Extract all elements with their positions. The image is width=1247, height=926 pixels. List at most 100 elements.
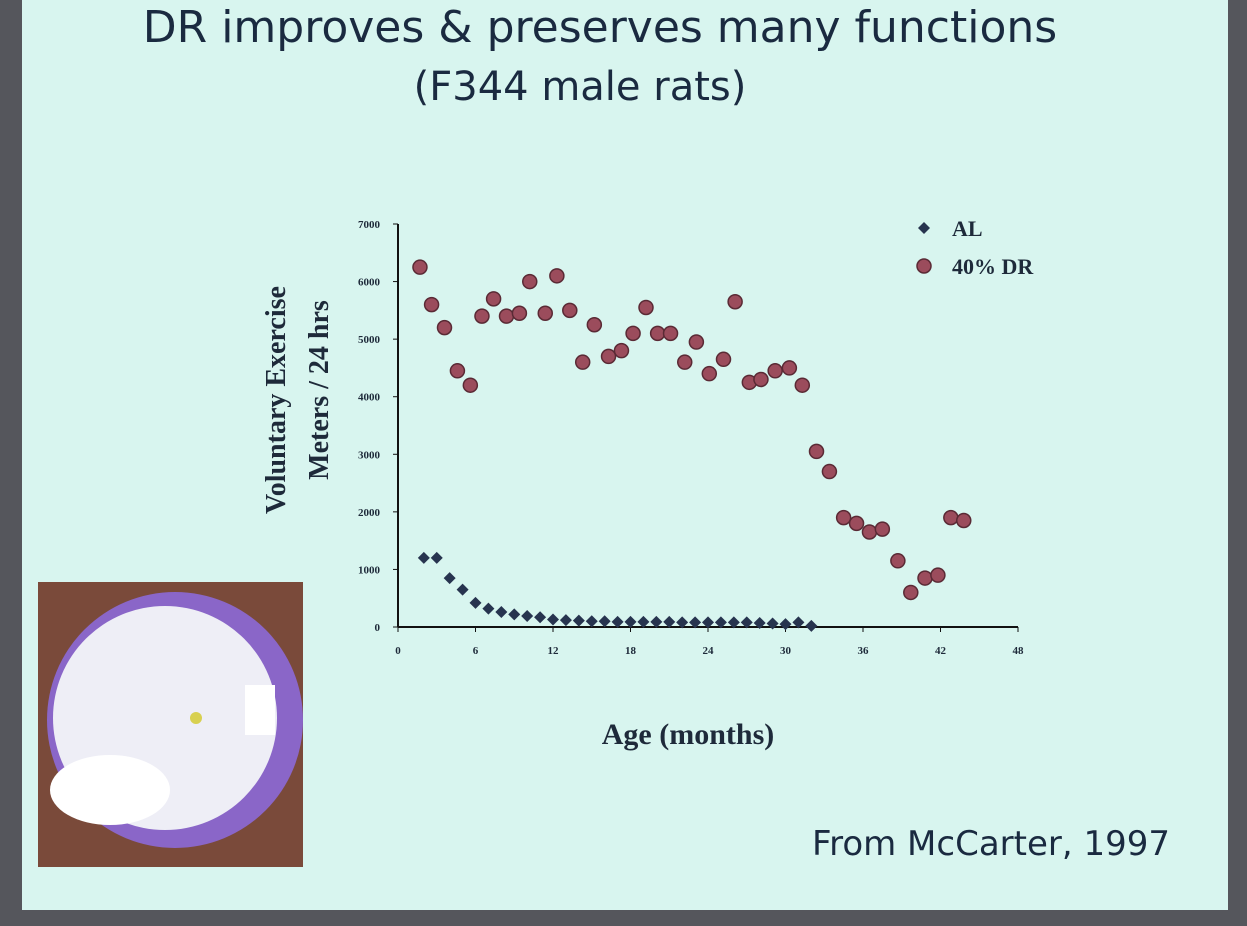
point [930,567,946,583]
point [474,308,490,324]
point [495,606,508,619]
y-tick-label: 1000 [358,564,381,576]
point [727,293,743,310]
point [715,351,732,368]
point [662,325,679,342]
legend-marker [918,222,930,234]
x-axis-label: Age (months) [602,718,775,751]
point [498,308,515,324]
x-tick-label: 48 [1013,645,1025,657]
point [436,319,453,336]
point [521,610,534,623]
point [637,615,650,628]
rat [50,755,170,825]
y-tick-label: 4000 [358,392,381,404]
x-tick-label: 30 [780,645,792,657]
point [808,443,825,460]
wheel-photo [38,582,303,867]
y-tick-label: 7000 [358,219,381,231]
point [890,553,906,569]
point [469,596,482,609]
point [753,616,766,629]
point [649,325,666,342]
plot: 0 1000 2000 3000 4000 5000 6000 7000 0 6 12 18 24 30 3… [358,216,1034,657]
point [585,615,598,628]
point [600,348,617,365]
wheel-hub [190,712,202,724]
point [443,572,456,585]
point [740,616,753,629]
point [663,615,676,628]
point [625,325,641,342]
point [848,515,865,532]
point [534,611,547,624]
point [562,302,578,319]
point [482,602,495,615]
point [714,616,727,629]
point [689,616,702,629]
point [522,273,538,290]
x-tick-label: 36 [858,645,870,657]
point [549,268,565,284]
x-tick-label: 18 [625,645,637,657]
point [956,512,972,529]
point [423,296,440,313]
point [412,259,428,275]
point [572,614,585,627]
point [508,608,521,621]
point [456,583,469,596]
point [547,613,559,626]
point [650,615,663,628]
point [792,616,805,629]
x-tick-label: 24 [703,645,715,657]
point [462,377,479,393]
point [794,377,811,393]
point [611,615,624,628]
point [537,305,553,321]
legend-label: 40% DR [952,254,1034,279]
point [805,619,818,632]
point [676,616,689,629]
point [638,299,654,316]
point [727,616,740,629]
point [835,509,852,526]
point [821,463,838,480]
point [624,615,637,628]
point [559,614,572,627]
y-tick-label: 6000 [358,277,381,289]
point [688,334,705,350]
point [874,521,891,537]
point [598,615,611,628]
point [753,371,769,388]
wheel-window [245,685,275,735]
x-tick-label: 6 [473,645,479,657]
point [917,570,933,586]
x-tick-label: 12 [548,645,560,657]
y-tick-label: 0 [375,622,381,634]
point [903,584,919,601]
point [701,365,718,382]
point [511,305,528,321]
point [613,342,630,359]
point [430,551,443,564]
point [449,363,466,379]
point [943,509,959,526]
subtitle: (F344 male rats) [414,64,747,110]
point [766,617,779,630]
y-tick-label: 3000 [358,449,381,461]
source-note: From McCarter, 1997 [812,824,1170,864]
title: DR improves & preserves many functions [143,2,1057,53]
point [779,618,792,631]
y-axis-label: Meters / 24 hrs [304,300,335,480]
legend-marker [916,258,932,274]
point [485,291,502,307]
y-tick-label: 2000 [358,507,381,519]
point [677,354,693,370]
point [767,363,783,379]
point [574,354,591,370]
point [586,317,603,333]
point [781,360,798,376]
x-tick-label: 42 [935,645,947,657]
point [702,616,714,629]
